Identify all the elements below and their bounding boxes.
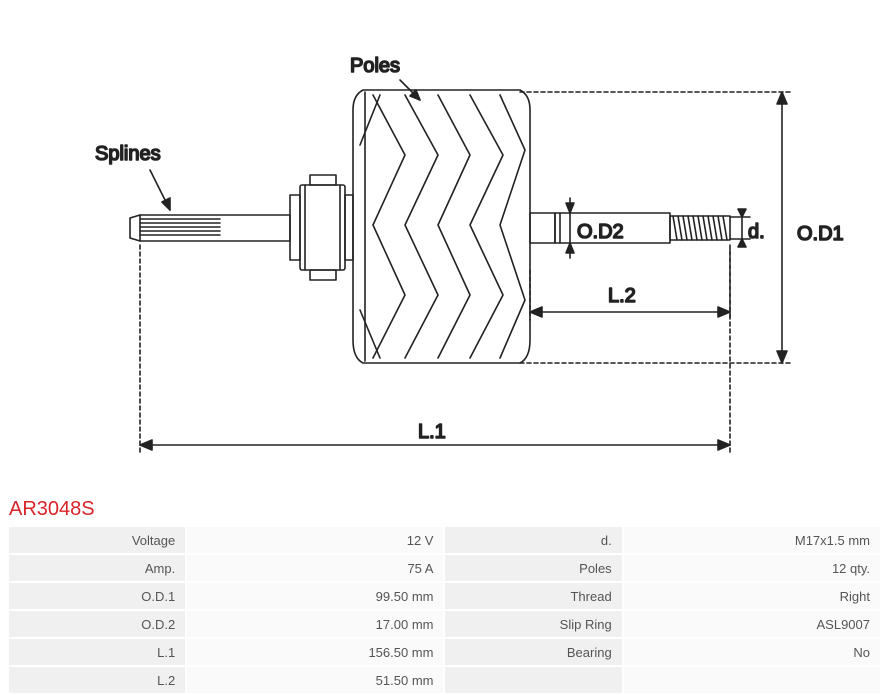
spec-value: No [624, 639, 880, 665]
rotor-body [353, 90, 530, 363]
thread-end [670, 216, 730, 240]
dim-od2-label: O.D2 [577, 221, 624, 243]
spec-value: M17x1.5 mm [624, 527, 880, 553]
spec-label: O.D.2 [9, 611, 185, 637]
diagram-area: L.1 L.2 O.D1 O.D2 [0, 0, 889, 490]
dim-l2-label: L.2 [608, 285, 636, 307]
spec-value: 12 V [187, 527, 443, 553]
spline-shaft [130, 215, 290, 241]
spec-value: 99.50 mm [187, 583, 443, 609]
spec-label: O.D.1 [9, 583, 185, 609]
spec-label: Amp. [9, 555, 185, 581]
spec-label: Poles [445, 555, 621, 581]
rotor-diagram: L.1 L.2 O.D1 O.D2 [0, 0, 889, 490]
spec-value [624, 667, 880, 693]
spec-label: Bearing [445, 639, 621, 665]
dim-d-label: d. [748, 221, 765, 243]
spec-value: ASL9007 [624, 611, 880, 637]
left-collar [290, 175, 353, 280]
spec-label: Voltage [9, 527, 185, 553]
table-row: O.D.2 17.00 mm Slip Ring ASL9007 [9, 611, 880, 637]
dim-od1-label: O.D1 [797, 223, 844, 245]
spec-value: 156.50 mm [187, 639, 443, 665]
table-row: Amp. 75 A Poles 12 qty. [9, 555, 880, 581]
dim-od2 [566, 198, 574, 258]
spec-label [445, 667, 621, 693]
splines-label: Splines [95, 143, 161, 165]
spec-value: 75 A [187, 555, 443, 581]
table-row: L.1 156.50 mm Bearing No [9, 639, 880, 665]
spec-value: 12 qty. [624, 555, 880, 581]
spec-label: d. [445, 527, 621, 553]
table-row: O.D.1 99.50 mm Thread Right [9, 583, 880, 609]
spec-label: Slip Ring [445, 611, 621, 637]
spec-label: L.1 [9, 639, 185, 665]
poles-label: Poles [350, 55, 400, 77]
spec-label: L.2 [9, 667, 185, 693]
dim-l1-label: L.1 [418, 421, 446, 443]
spec-value: 51.50 mm [187, 667, 443, 693]
part-number: AR3048S [9, 498, 95, 521]
spec-value: 17.00 mm [187, 611, 443, 637]
spec-value: Right [624, 583, 880, 609]
dim-d [730, 209, 750, 247]
spec-table: Voltage 12 V d. M17x1.5 mm Amp. 75 A Pol… [7, 525, 882, 695]
table-row: Voltage 12 V d. M17x1.5 mm [9, 527, 880, 553]
table-row: L.2 51.50 mm [9, 667, 880, 693]
spec-label: Thread [445, 583, 621, 609]
splines-callout [150, 170, 170, 210]
